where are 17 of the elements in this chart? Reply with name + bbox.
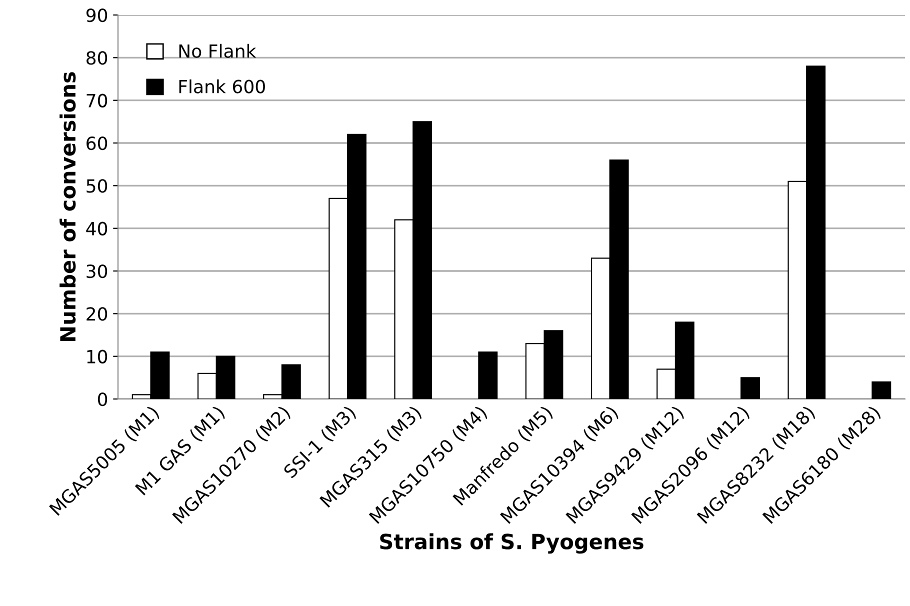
y-tick-label: 0 [98, 392, 108, 406]
y-tick-label: 30 [86, 264, 108, 278]
bar [478, 352, 498, 399]
y-tick-label: 90 [86, 8, 108, 22]
y-tick-label: 50 [86, 179, 108, 193]
y-tick-label: 10 [87, 350, 108, 364]
y-axis-title: Number of conversions [60, 72, 76, 341]
x-axis-title: Strains of S. Pyogenes [380, 533, 644, 554]
y-tick-label: 70 [86, 94, 108, 108]
legend-label: No Flank [179, 44, 256, 58]
bar [740, 377, 760, 399]
y-tick-label: 20 [86, 307, 108, 321]
y-tick-label: 60 [86, 136, 108, 150]
bar [872, 381, 892, 399]
y-tick-label: 80 [86, 51, 108, 65]
y-tick-label: 40 [86, 222, 108, 236]
legend-label: Flank 600 [179, 79, 265, 94]
